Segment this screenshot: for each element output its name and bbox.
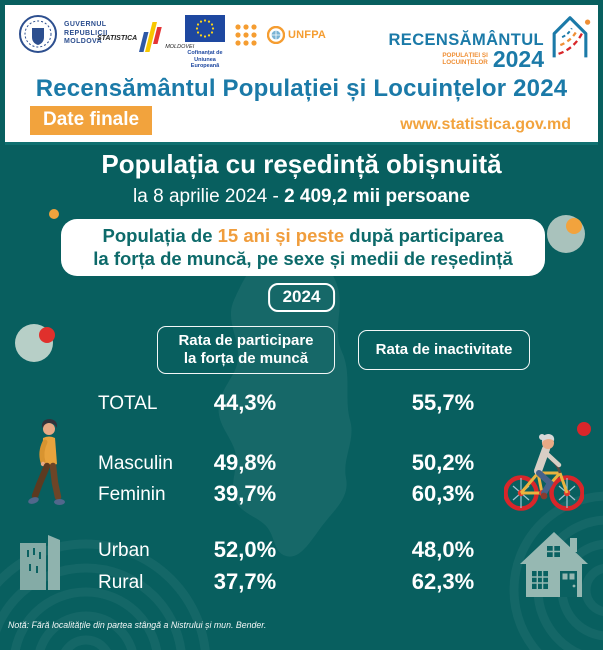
- topic-line1-highlight: 15 ani și peste: [217, 225, 345, 246]
- census-2024-logo: RECENSĂMÂNTUL POPULAȚIEI ȘI LOCUINȚELOR …: [388, 9, 592, 72]
- website-url: www.statistica.gov.md: [400, 116, 571, 133]
- topic-line1-c: după participarea: [344, 225, 504, 246]
- header: GUVERNUL REPUBLICII MOLDOVA STATISTICA M…: [5, 5, 598, 145]
- topic-line1: Populația de 15 ani și peste după partic…: [61, 224, 545, 247]
- census-logo-title: RECENSĂMÂNTUL: [388, 31, 544, 49]
- col2-header: Rata de inactivitate: [375, 341, 513, 358]
- row-label: Masculin: [98, 453, 173, 474]
- row-label: TOTAL: [98, 393, 158, 414]
- row-value-participation: 52,0%: [213, 537, 277, 562]
- col1-header-line1: Rata de participare: [178, 332, 314, 349]
- topic-line1-a: Populația de: [102, 225, 218, 246]
- table-row-total: TOTAL 44,3% 55,7%: [0, 390, 603, 418]
- topic-line2: la forța de muncă, pe sexe și medii de r…: [93, 248, 513, 269]
- hero-title: Populația cu reședință obișnuită: [101, 149, 502, 179]
- eu-caption-line1: Cofinanțat de: [187, 50, 223, 56]
- statistica-logo-sublabel: MOLDOVEI: [165, 44, 195, 50]
- hero-subtitle-prefix: la 8 aprilie 2024 -: [133, 186, 285, 207]
- moldova-emblem-icon: [19, 15, 57, 53]
- hero-subtitle-value: 2 409,2 mii persoane: [284, 186, 470, 207]
- buildings-icon: [20, 535, 60, 590]
- col1-header-line2: la forța de muncă: [183, 350, 309, 367]
- cyclist-illustration: [504, 434, 584, 511]
- unfpa-logo-label: UNFPA: [288, 29, 327, 41]
- row-value-inactivity: 48,0%: [411, 537, 475, 562]
- eu-flag-icon: [185, 15, 225, 42]
- footnote: Notă: Fără localitățile din partea stâng…: [8, 620, 267, 630]
- census-logo-sub2: LOCUINȚELOR: [442, 59, 488, 66]
- row-value-participation: 44,3%: [213, 390, 277, 415]
- row-label: Urban: [98, 540, 150, 561]
- table-row-feminin: Feminin 39,7% 60,3%: [0, 481, 603, 509]
- orange-dot-right: [566, 218, 582, 234]
- row-value-participation: 39,7%: [213, 481, 277, 506]
- statistica-moldovei-logo: STATISTICA MOLDOVEI: [97, 20, 194, 56]
- census-house-icon: [552, 16, 591, 58]
- unfpa-globe-icon: [267, 26, 285, 44]
- house-icon: [520, 532, 588, 597]
- row-label: Feminin: [98, 484, 166, 505]
- row-value-inactivity: 55,7%: [411, 390, 475, 415]
- table-row-rural: Rural 37,7% 62,3%: [0, 569, 603, 597]
- unfpa-logo: UNFPA: [234, 22, 326, 48]
- orange-dot: [49, 209, 59, 219]
- row-label: Rural: [98, 572, 144, 593]
- census-logo-year: 2024: [492, 46, 544, 72]
- moldova-map-silhouette: [218, 249, 352, 557]
- row-value-participation: 49,8%: [213, 450, 277, 475]
- page-title: Recensământul Populației și Locuințelor …: [35, 75, 568, 102]
- table-row-masculin: Masculin 49,8% 50,2%: [0, 450, 603, 478]
- walking-person-illustration: [28, 419, 65, 505]
- table-row-urban: Urban 52,0% 48,0%: [0, 537, 603, 565]
- red-dot-right: [577, 422, 591, 436]
- census-logo-sub1: POPULAȚIEI ȘI: [442, 52, 488, 59]
- eu-cofunded-logo: Cofinanțat de Uniunea Europeană: [181, 15, 229, 70]
- gov-logo-line3: MOLDOVA: [64, 38, 103, 46]
- statistica-logo-label: STATISTICA: [97, 34, 138, 42]
- row-value-inactivity: 50,2%: [411, 450, 475, 475]
- gov-logo-line2: REPUBLICII: [64, 29, 108, 37]
- column-header-participation: Rata de participare la forța de muncă: [157, 326, 335, 374]
- government-logo: GUVERNUL REPUBLICII MOLDOVA: [18, 14, 108, 54]
- date-finale-badge: Date finale: [30, 106, 153, 135]
- red-dot-left: [39, 327, 55, 343]
- unfpa-dots-icon: [235, 24, 257, 46]
- eu-caption-line2: Uniunea Europeană: [190, 56, 220, 70]
- statistica-bars-icon: [139, 22, 162, 52]
- row-value-inactivity: 60,3%: [411, 481, 475, 506]
- gov-logo-line1: GUVERNUL: [64, 21, 107, 29]
- row-value-participation: 37,7%: [213, 569, 277, 594]
- row-value-inactivity: 62,3%: [411, 569, 475, 594]
- column-header-inactivity: Rata de inactivitate: [358, 330, 530, 370]
- hero-subtitle: la 8 aprilie 2024 - 2 409,2 mii persoane: [0, 186, 603, 208]
- topic-box: Populația de 15 ani și peste după partic…: [61, 219, 545, 276]
- year-badge: 2024: [267, 283, 336, 312]
